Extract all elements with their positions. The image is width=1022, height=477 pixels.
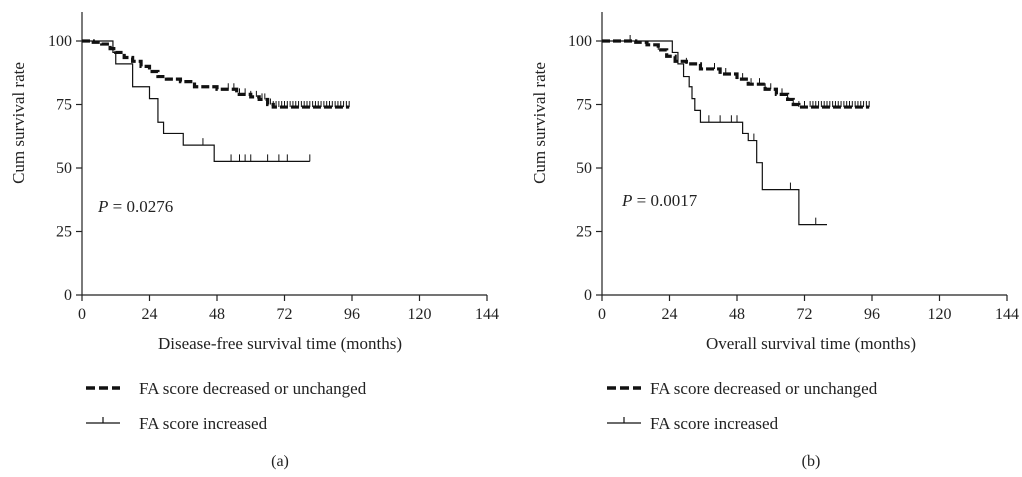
- x-tick-label-b-3: 72: [797, 306, 813, 323]
- legend-a: FA score decreased or unchanged FA score…: [86, 379, 367, 433]
- y-tick-label-a-2: 50: [56, 160, 72, 177]
- x-axis-label-b: Overall survival time (months): [706, 334, 916, 353]
- km-chart-a: 0 25 50 75 100 0 24 48 72 96 120 144 Cum survival r…: [9, 12, 499, 470]
- series-increased-a: [82, 40, 310, 162]
- x-tick-label-a-1: 24: [142, 306, 158, 323]
- y-tick-label-a-0: 0: [64, 287, 72, 304]
- plot-area-a: 0 25 50 75 100 0 24 48 72 96 120 144: [48, 12, 499, 323]
- x-tick-label-a-0: 0: [78, 306, 86, 323]
- x-tick-label-a-5: 120: [408, 306, 432, 323]
- km-chart-b: 0 25 50 75 100 0 24 48 72 96 120 144 Cum survival r…: [530, 12, 1019, 470]
- x-tick-label-b-5: 120: [928, 306, 952, 323]
- series-increased-b: [602, 40, 827, 226]
- x-tick-label-a-6: 144: [475, 306, 499, 323]
- legend-increased-b: FA score increased: [650, 414, 779, 433]
- y-tick-label-b-3: 75: [576, 97, 592, 114]
- series-decreased-b: [602, 39, 870, 109]
- panel-b: 0 25 50 75 100 0 24 48 72 96 120 144 Cum survival r…: [511, 0, 1022, 472]
- x-tick-label-b-0: 0: [598, 306, 606, 323]
- p-value-a: P = 0.0276: [97, 197, 173, 216]
- y-tick-label-a-1: 25: [56, 224, 72, 241]
- x-tick-label-b-6: 144: [995, 306, 1019, 323]
- legend-increased-a: FA score increased: [139, 414, 268, 433]
- y-axis-label-a: Cum survival rate: [9, 62, 28, 184]
- p-value-b: P = 0.0017: [621, 191, 698, 210]
- panel-a: 0 25 50 75 100 0 24 48 72 96 120 144 Cum survival r…: [0, 0, 511, 472]
- legend-decreased-b: FA score decreased or unchanged: [650, 379, 878, 398]
- x-tick-label-a-4: 96: [344, 306, 360, 323]
- x-tick-label-b-1: 24: [662, 306, 678, 323]
- series-decreased-a: [82, 39, 350, 109]
- x-axis-label-a: Disease-free survival time (months): [158, 334, 402, 353]
- x-tick-label-a-3: 72: [277, 306, 293, 323]
- panel-label-b: (b): [802, 453, 821, 470]
- plot-area-b: 0 25 50 75 100 0 24 48 72 96 120 144: [568, 12, 1019, 323]
- p-text-b: = 0.0017: [632, 191, 697, 210]
- y-tick-label-a-4: 100: [48, 33, 72, 50]
- y-tick-label-b-0: 0: [584, 287, 592, 304]
- y-tick-label-b-1: 25: [576, 224, 592, 241]
- legend-b: FA score decreased or unchanged FA score…: [607, 379, 878, 433]
- p-label-a: P: [97, 197, 108, 216]
- x-tick-label-b-2: 48: [729, 306, 745, 323]
- legend-decreased-a: FA score decreased or unchanged: [139, 379, 367, 398]
- y-tick-label-b-4: 100: [568, 33, 592, 50]
- panel-label-a: (a): [271, 453, 289, 470]
- x-tick-label-a-2: 48: [209, 306, 225, 323]
- y-tick-label-a-3: 75: [56, 97, 72, 114]
- x-tick-label-b-4: 96: [864, 306, 880, 323]
- y-tick-label-b-2: 50: [576, 160, 592, 177]
- y-axis-label-b: Cum survival rate: [530, 62, 549, 184]
- p-label-b: P: [621, 191, 632, 210]
- p-text-a: = 0.0276: [108, 197, 173, 216]
